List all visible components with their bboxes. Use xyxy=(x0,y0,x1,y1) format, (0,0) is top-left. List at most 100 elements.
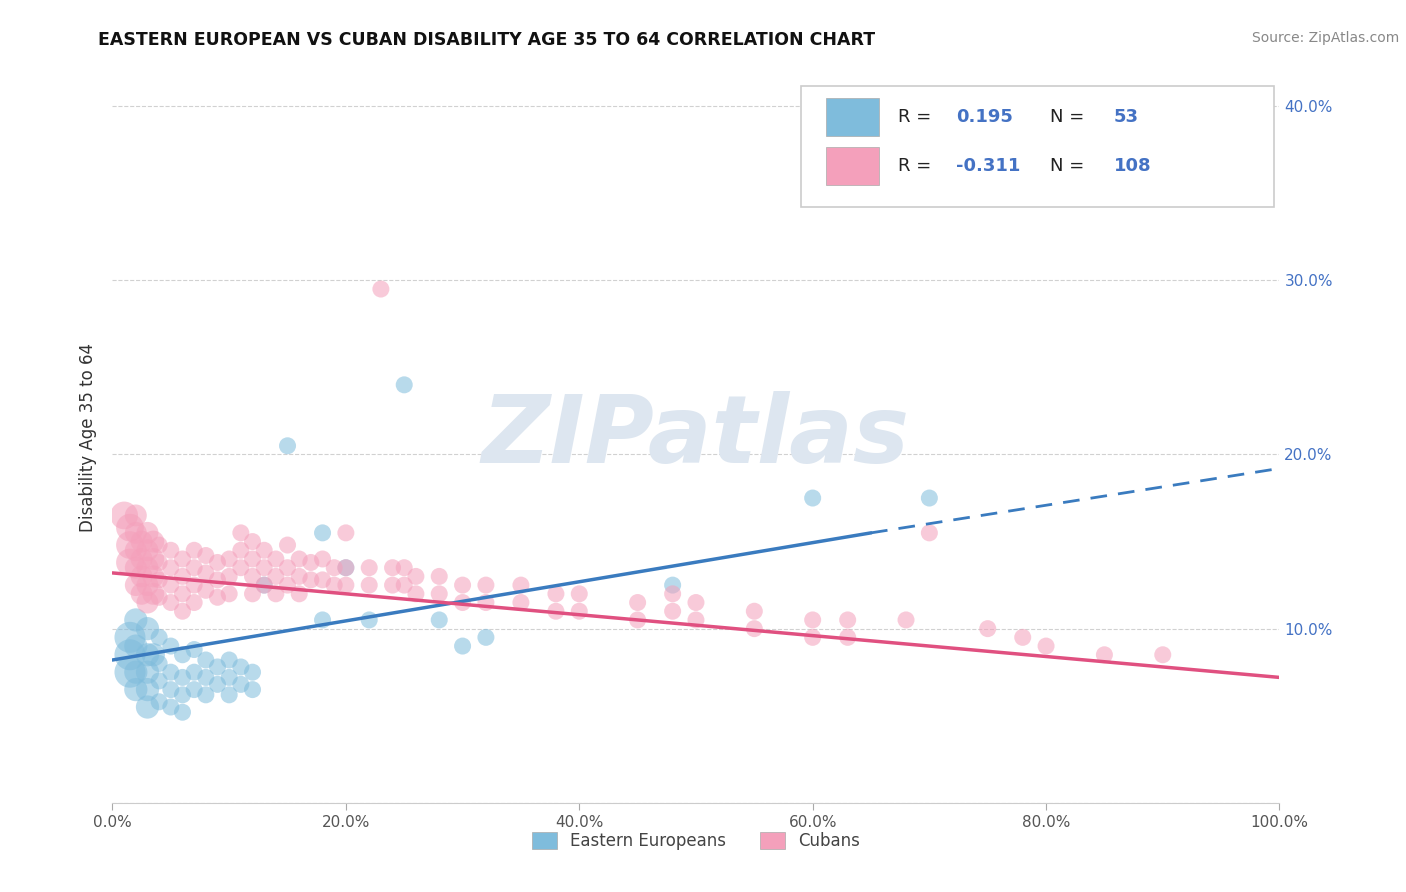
Point xyxy=(148,556,170,570)
Point xyxy=(253,578,276,592)
Point xyxy=(136,560,159,574)
Point xyxy=(218,653,240,667)
Point xyxy=(1094,648,1116,662)
Point xyxy=(299,573,322,587)
Point xyxy=(131,534,153,549)
Point xyxy=(744,622,766,636)
Point xyxy=(627,595,650,609)
Point xyxy=(229,525,252,540)
Point xyxy=(160,639,183,653)
Point xyxy=(381,560,404,574)
Point xyxy=(160,595,183,609)
Text: 0.195: 0.195 xyxy=(956,109,1014,127)
Point xyxy=(142,569,165,583)
Point xyxy=(218,587,240,601)
Point xyxy=(335,560,357,574)
Point xyxy=(160,682,183,697)
Point xyxy=(242,665,264,680)
Point xyxy=(242,534,264,549)
Point xyxy=(509,578,531,592)
Point xyxy=(661,604,683,618)
FancyBboxPatch shape xyxy=(801,86,1274,207)
Point xyxy=(131,569,153,583)
Point xyxy=(194,670,217,684)
Point xyxy=(509,595,531,609)
Point xyxy=(131,552,153,566)
Point xyxy=(264,552,287,566)
Point xyxy=(405,569,427,583)
Point xyxy=(801,491,824,505)
Point xyxy=(685,595,707,609)
Point xyxy=(323,578,346,592)
Point xyxy=(172,705,194,719)
Point xyxy=(323,560,346,574)
Point xyxy=(288,552,311,566)
Point xyxy=(125,682,148,697)
Point xyxy=(142,534,165,549)
Point xyxy=(118,665,141,680)
Point xyxy=(218,670,240,684)
Point xyxy=(685,613,707,627)
Point xyxy=(118,538,141,552)
Point xyxy=(381,578,404,592)
Point xyxy=(544,604,567,618)
Point xyxy=(160,560,183,574)
Point xyxy=(229,560,252,574)
Point xyxy=(311,613,333,627)
Text: Source: ZipAtlas.com: Source: ZipAtlas.com xyxy=(1251,31,1399,45)
Text: N =: N = xyxy=(1049,158,1090,176)
Point xyxy=(475,631,498,645)
Point xyxy=(183,665,205,680)
Point xyxy=(136,622,159,636)
Point xyxy=(194,688,217,702)
Point xyxy=(229,543,252,558)
FancyBboxPatch shape xyxy=(825,98,879,136)
Point xyxy=(125,665,148,680)
Point xyxy=(125,525,148,540)
Point xyxy=(405,587,427,601)
Point xyxy=(207,677,229,691)
Text: ZIPatlas: ZIPatlas xyxy=(482,391,910,483)
Point xyxy=(160,543,183,558)
Point xyxy=(118,521,141,535)
Point xyxy=(131,587,153,601)
Text: 108: 108 xyxy=(1114,158,1152,176)
Point xyxy=(475,578,498,592)
Point xyxy=(218,552,240,566)
Point xyxy=(253,560,276,574)
Point xyxy=(335,578,357,592)
Point xyxy=(172,552,194,566)
Point xyxy=(172,648,194,662)
Point xyxy=(1011,631,1033,645)
Point xyxy=(253,578,276,592)
Point xyxy=(475,595,498,609)
Point xyxy=(207,556,229,570)
Point xyxy=(172,670,194,684)
Point xyxy=(125,613,148,627)
Point xyxy=(148,657,170,671)
Point xyxy=(370,282,392,296)
Point xyxy=(160,700,183,714)
Text: -0.311: -0.311 xyxy=(956,158,1021,176)
Point xyxy=(276,578,298,592)
Point xyxy=(276,560,298,574)
Point xyxy=(394,560,416,574)
Point xyxy=(394,377,416,392)
Text: N =: N = xyxy=(1049,109,1090,127)
Point xyxy=(918,491,941,505)
Text: EASTERN EUROPEAN VS CUBAN DISABILITY AGE 35 TO 64 CORRELATION CHART: EASTERN EUROPEAN VS CUBAN DISABILITY AGE… xyxy=(98,31,876,49)
Point xyxy=(136,525,159,540)
Point xyxy=(544,587,567,601)
Point xyxy=(568,587,591,601)
Point xyxy=(183,560,205,574)
Point xyxy=(335,560,357,574)
Point xyxy=(183,595,205,609)
Point xyxy=(311,552,333,566)
Point xyxy=(118,556,141,570)
Point xyxy=(918,525,941,540)
Point xyxy=(148,695,170,709)
Point xyxy=(451,578,474,592)
Point xyxy=(311,525,333,540)
Point xyxy=(242,587,264,601)
Point xyxy=(136,648,159,662)
